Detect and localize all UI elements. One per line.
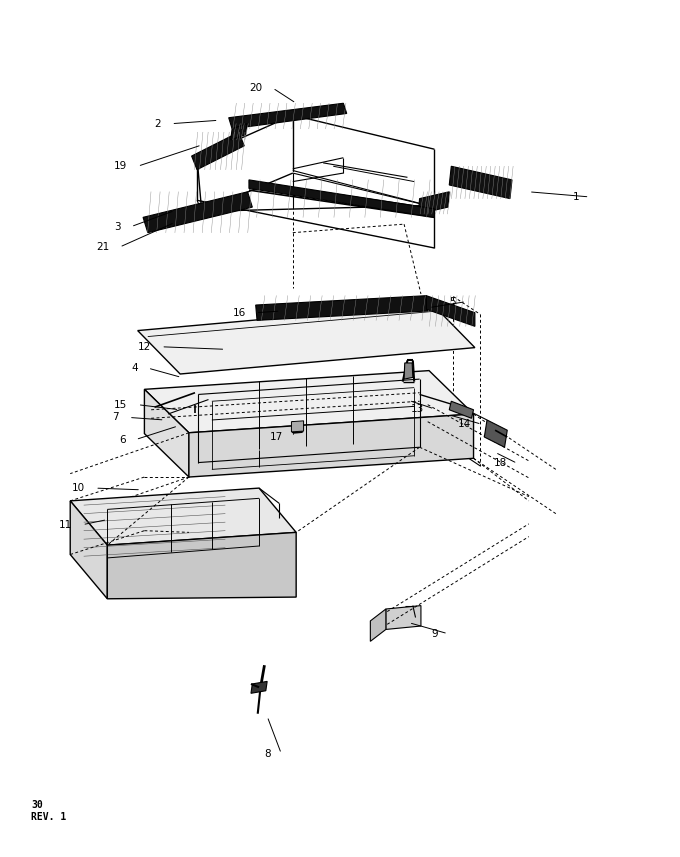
- Polygon shape: [371, 609, 386, 641]
- Polygon shape: [143, 192, 252, 232]
- Polygon shape: [228, 103, 347, 129]
- Text: 19: 19: [114, 161, 128, 171]
- Text: 12: 12: [138, 342, 151, 351]
- Polygon shape: [189, 414, 473, 477]
- Text: 3: 3: [114, 222, 121, 231]
- Polygon shape: [251, 681, 267, 693]
- Text: 16: 16: [233, 308, 245, 318]
- Polygon shape: [449, 166, 512, 199]
- Polygon shape: [70, 500, 107, 599]
- Polygon shape: [137, 304, 475, 374]
- Text: 1: 1: [573, 192, 579, 202]
- Polygon shape: [192, 132, 244, 170]
- Polygon shape: [70, 488, 296, 545]
- Text: 5: 5: [449, 297, 456, 307]
- Text: 18: 18: [494, 458, 507, 469]
- Polygon shape: [484, 420, 507, 447]
- Polygon shape: [292, 421, 303, 432]
- Text: 15: 15: [114, 399, 128, 410]
- Text: 9: 9: [431, 629, 438, 638]
- Polygon shape: [107, 532, 296, 599]
- Text: 11: 11: [59, 519, 72, 530]
- Polygon shape: [144, 389, 189, 477]
- Text: 4: 4: [131, 363, 137, 373]
- Text: 17: 17: [269, 432, 283, 442]
- Text: 7: 7: [112, 412, 119, 423]
- Polygon shape: [449, 401, 473, 418]
- Text: 8: 8: [265, 749, 271, 758]
- Text: 13: 13: [411, 404, 424, 414]
- Polygon shape: [386, 606, 421, 629]
- Polygon shape: [249, 180, 435, 218]
- Polygon shape: [256, 296, 428, 321]
- Polygon shape: [231, 123, 247, 140]
- Text: 6: 6: [119, 434, 126, 445]
- Polygon shape: [404, 363, 413, 379]
- Polygon shape: [426, 296, 475, 327]
- Text: 21: 21: [96, 243, 109, 252]
- Polygon shape: [144, 370, 473, 433]
- Text: 30
REV. 1: 30 REV. 1: [31, 800, 67, 822]
- Text: 14: 14: [458, 419, 471, 429]
- Text: 10: 10: [72, 483, 85, 493]
- Polygon shape: [418, 192, 449, 214]
- Text: 2: 2: [154, 118, 161, 129]
- Text: 20: 20: [250, 83, 262, 93]
